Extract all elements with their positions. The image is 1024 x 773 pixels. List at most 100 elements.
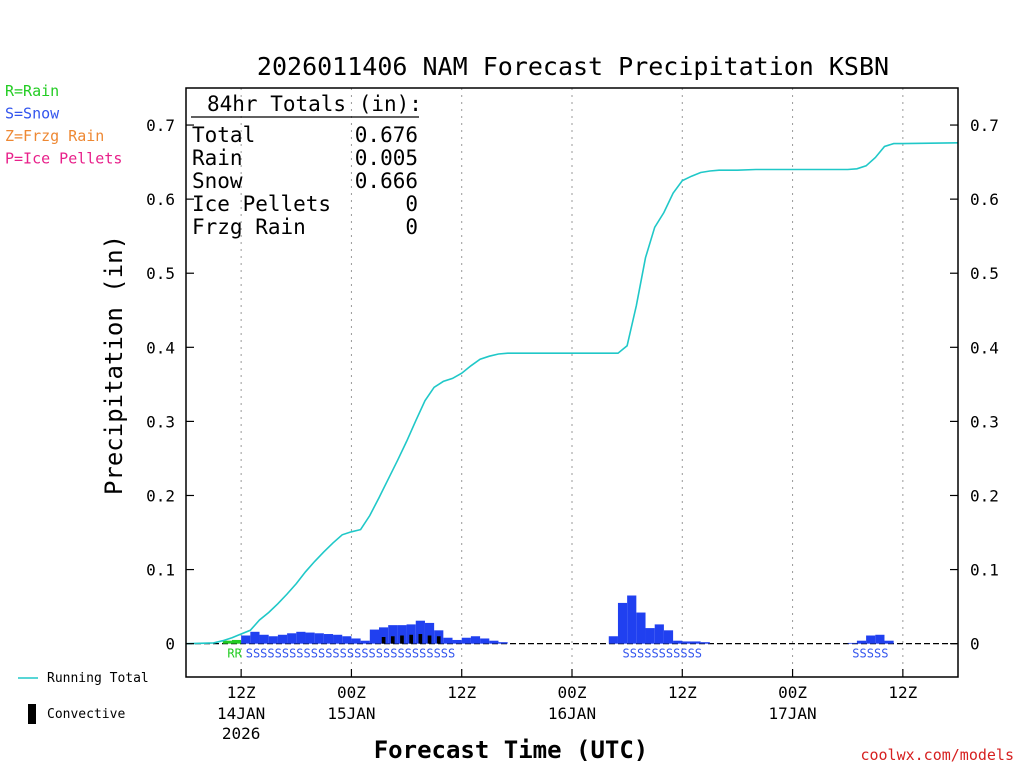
totals-value-3: 0 [405,192,418,216]
ptype-label-2: SSSSSSSSSSS [623,647,702,661]
precip-bar-h76 [875,634,885,644]
precip-bar-h25 [406,624,416,644]
xtick-date-1: 15JAN [327,704,375,723]
precip-bar-h8 [250,631,260,644]
precip-bar-h15 [314,633,324,644]
precip-bar-h32 [470,636,481,644]
ytick-right-label-3: 0.3 [970,412,999,431]
precip-bar-h35 [498,642,508,644]
xtick-date-0: 14JAN [217,704,265,723]
convective-bar-h23 [390,636,395,644]
xtick-time-6: 12Z [888,683,917,702]
precip-bar-h29 [443,637,453,644]
totals-label-0: Total [192,123,255,147]
precip-bar-h18 [342,636,352,644]
precip-bar-h17 [333,634,343,644]
precip-bar-h7 [241,635,251,644]
y-axis-label: Precipitation (in) [100,235,128,495]
precip-bar-h50 [636,612,646,644]
totals-label-4: Frzg Rain [192,215,306,239]
xtick-time-5: 00Z [778,683,807,702]
precip-bar-h47 [608,636,618,644]
totals-label-1: Rain [192,146,243,170]
precip-bar-h24 [397,625,407,644]
precip-bar-h19 [351,638,361,644]
precip-bar-h9 [259,634,269,644]
precip-bar-h26 [415,620,425,644]
precip-bar-h54 [673,640,683,644]
convective-bar-h22 [381,636,386,644]
ytick-left-label-7: 0.7 [146,116,175,135]
precip-bar-h55 [682,641,692,644]
xtick-time-3: 00Z [558,683,587,702]
precip-bar-h5 [222,640,232,644]
totals-value-1: 0.005 [355,146,418,170]
totals-label-2: Snow [192,169,243,193]
precip-bar-h53 [663,630,674,644]
convective-bar-h28 [436,636,441,644]
precip-bar-h21 [369,629,379,644]
ytick-left-label-4: 0.4 [146,338,175,357]
xtick-year-0: 2026 [222,724,261,743]
totals-label-3: Ice Pellets [192,192,331,216]
precip-bar-h27 [424,622,435,644]
precip-bar-h57 [700,642,710,644]
chart-title: 2026011406 NAM Forecast Precipitation KS… [257,52,889,81]
precip-bar-h77 [884,640,894,644]
x-axis-label: Forecast Time (UTC) [374,736,649,764]
ptype-legend-item-2: Z=Frzg Rain [5,127,104,145]
convective-bar-h25 [409,634,414,644]
precip-bar-h13 [296,631,306,644]
ptype-legend: R=Rain S=Snow Z=Frzg Rain P=Ice Pellets [5,82,122,168]
ytick-right-label-5: 0.5 [970,264,999,283]
ytick-right-label-7: 0.7 [970,116,999,135]
ptype-legend-item-0: R=Rain [5,82,59,100]
ptype-label-0: RR [227,647,242,661]
xtick-time-4: 12Z [668,683,697,702]
ytick-left-label-0: 0 [165,635,175,654]
precip-bar-h56 [691,641,701,644]
ytick-right-label-6: 0.6 [970,190,999,209]
xtick-time-2: 12Z [447,683,476,702]
ytick-right-label-4: 0.4 [970,338,999,357]
running-total-line [185,142,959,645]
precip-bar-h33 [480,638,490,644]
ptype-legend-item-1: S=Snow [5,105,60,123]
xtick-date-3: 16JAN [548,704,596,723]
series-legend-item-1: Convective [47,707,125,722]
ytick-left-label-1: 0.1 [146,561,175,580]
y-axis-right: 0 0.1 0.2 0.3 0.4 0.5 0.6 0.7 [950,116,999,654]
precip-bar-h10 [268,636,278,644]
precip-bar-h30 [452,639,462,644]
precip-bar-h23 [388,625,398,644]
totals-value-0: 0.676 [355,123,418,147]
ytick-left-label-2: 0.2 [146,486,175,505]
ptype-label-3: SSSSS [852,647,888,661]
precip-bar-h75 [866,635,876,644]
precip-bar-h12 [287,633,297,644]
xtick-date-5: 17JAN [768,704,816,723]
totals-rows: Total 0.676 Rain 0.005 Snow 0.666 Ice Pellets 0… [192,123,418,239]
totals-header: 84hr Totals (in): [207,92,422,116]
convective-bar-h27 [427,635,432,644]
convective-bar-h26 [418,634,423,644]
series-legend-item-0: Running Total [47,671,149,686]
ytick-right-label-0: 0 [970,635,980,654]
totals-value-2: 0.666 [355,169,418,193]
precip-bar-h34 [489,640,499,644]
precip-bar-h74 [856,640,867,644]
precip-bar-h49 [627,595,637,644]
vertical-gridlines [240,88,904,677]
precip-bar-h14 [305,632,315,644]
precip-bar-h51 [645,628,655,644]
ytick-left-label-6: 0.6 [146,190,175,209]
ytick-left-label-3: 0.3 [146,412,175,431]
ytick-right-label-2: 0.2 [970,486,999,505]
precip-bar-h52 [654,624,664,644]
convective-bar-h24 [400,635,404,644]
ptype-labels: RR SSSSSSSSSSSSSSSSSSSSSSSSSSSSS SSSSSSSSS… [227,647,888,661]
credit-link[interactable]: coolwx.com/models [860,746,1014,764]
convective-bars [381,634,441,644]
